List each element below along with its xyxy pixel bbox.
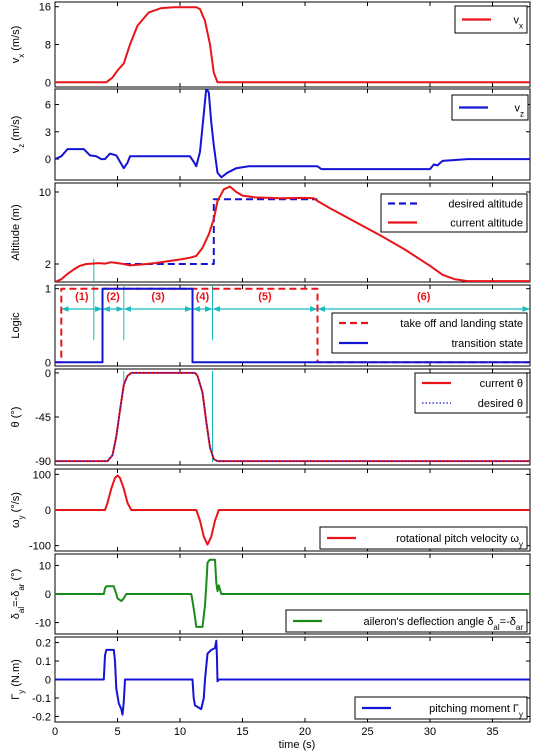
phase-label: (4) bbox=[196, 291, 210, 303]
x-tick-label: 0 bbox=[52, 726, 58, 738]
x-tick-label: 35 bbox=[486, 726, 498, 738]
series-line-red bbox=[55, 474, 530, 546]
y-tick-label: 0 bbox=[45, 675, 51, 687]
x-tick-label: 10 bbox=[174, 726, 186, 738]
series-line-blue bbox=[55, 89, 530, 179]
panel-vz: 0 3 6 vz (m/s) vz bbox=[10, 88, 531, 181]
y-tick-label: 0 bbox=[45, 505, 51, 517]
x-tick-label: 30 bbox=[424, 726, 436, 738]
y-axis-label: θ (°) bbox=[10, 407, 22, 428]
legend-box bbox=[331, 312, 528, 354]
legend-label: current θ bbox=[480, 378, 523, 390]
legend: pitching moment Γy bbox=[354, 696, 528, 720]
legend-box bbox=[354, 696, 528, 720]
legend-label: current altitude bbox=[450, 218, 523, 230]
y-tick-label: 0 bbox=[45, 368, 51, 380]
legend-label: pitching moment Γy bbox=[429, 703, 523, 719]
legend-box bbox=[285, 609, 528, 633]
panel-logic: 0 1 Logic (1) (2) (3) (4) (5) (6) take off and la… bbox=[10, 284, 531, 369]
legend-label: vz bbox=[515, 103, 525, 119]
legend: rotational pitch velocity ωy bbox=[319, 526, 528, 550]
panel-altitude: 2 10 Altitude (m) desired altitude current a… bbox=[10, 182, 531, 283]
y-axis-label: vx (m/s) bbox=[10, 26, 26, 64]
y-tick-label: 16 bbox=[39, 2, 51, 14]
y-tick-label: -10 bbox=[35, 618, 51, 630]
plot-frame bbox=[54, 1, 531, 88]
legend: take off and landing state transition sta… bbox=[331, 312, 528, 354]
legend-label: rotational pitch velocity ωy bbox=[396, 533, 523, 549]
plot-frame bbox=[54, 88, 531, 181]
y-axis-label: Altitude (m) bbox=[10, 204, 22, 260]
panel-aileron: -10 0 10 δal=-δar (°) aileron's deflection a… bbox=[10, 553, 531, 635]
y-tick-label: -0.2 bbox=[32, 711, 51, 723]
phase-label: (3) bbox=[151, 291, 165, 303]
y-axis-label: δal=-δar (°) bbox=[10, 569, 26, 619]
y-tick-label: 6 bbox=[45, 99, 51, 111]
y-tick-label: 100 bbox=[33, 469, 51, 481]
y-tick-label: 3 bbox=[45, 127, 51, 139]
series-line-blue bbox=[55, 287, 530, 364]
y-tick-label: 0 bbox=[45, 154, 51, 166]
legend-label: desired altitude bbox=[448, 199, 523, 211]
panel-vx: 0 8 16 vx (m/s) vx bbox=[10, 1, 531, 89]
y-tick-label: 0 bbox=[45, 77, 51, 89]
y-axis-label: Γy (N.m) bbox=[10, 659, 26, 700]
phase-label: (1) bbox=[75, 291, 89, 303]
series-line-blue bbox=[123, 198, 318, 265]
y-tick-label: -0.1 bbox=[32, 693, 51, 705]
y-tick-label: 10 bbox=[39, 187, 51, 199]
y-tick-label: 10 bbox=[39, 560, 51, 572]
series-line-red bbox=[55, 185, 530, 282]
x-tick-label: 25 bbox=[361, 726, 373, 738]
legend-box bbox=[319, 526, 528, 550]
phase-label: (2) bbox=[106, 291, 120, 303]
y-tick-label: -100 bbox=[29, 541, 51, 553]
phase-label: (6) bbox=[417, 291, 431, 303]
y-tick-label: 2 bbox=[45, 259, 51, 271]
y-axis-label: vz (m/s) bbox=[10, 116, 26, 154]
y-tick-label: -90 bbox=[35, 456, 51, 468]
y-axis-label: Logic bbox=[10, 312, 22, 339]
legend: aileron's deflection angle δal=-δar bbox=[285, 609, 528, 633]
y-tick-label: 0 bbox=[45, 357, 51, 369]
series-line-green bbox=[55, 558, 530, 628]
legend-box bbox=[380, 193, 528, 233]
legend: vx bbox=[454, 5, 528, 34]
panel-moment: -0.2 -0.1 0 0.1 0.2 Γy (N.m) pitching moment Γ… bbox=[10, 636, 531, 738]
y-tick-label: 0.2 bbox=[36, 638, 51, 650]
series-line-red bbox=[55, 6, 530, 84]
phase-label: (5) bbox=[258, 291, 272, 303]
legend-label: aileron's deflection angle δal=-δar bbox=[364, 616, 524, 632]
y-axis-label: ωy (°/s) bbox=[10, 492, 26, 528]
x-tick-label: 15 bbox=[236, 726, 248, 738]
legend-label: desired θ bbox=[478, 398, 523, 410]
series-line-blue bbox=[55, 639, 530, 716]
panel-theta: -90 -45 0 θ (°) current θ desired θ bbox=[10, 368, 531, 468]
legend-box bbox=[414, 372, 528, 414]
x-tick-label: 20 bbox=[299, 726, 311, 738]
y-tick-label: 8 bbox=[45, 40, 51, 52]
panel-omega: -100 0 100 ωy (°/s) rotational pitch velocit… bbox=[10, 468, 531, 553]
y-tick-label: -45 bbox=[35, 412, 51, 424]
series-line-red bbox=[55, 371, 530, 463]
legend: desired altitude current altitude bbox=[380, 193, 528, 233]
legend-label: vx bbox=[514, 15, 524, 31]
legend: vz bbox=[451, 94, 529, 121]
legend-label: transition state bbox=[451, 338, 523, 350]
y-tick-label: 1 bbox=[45, 284, 51, 296]
legend-label: take off and landing state bbox=[400, 318, 523, 330]
x-tick-label: 5 bbox=[114, 726, 120, 738]
legend: current θ desired θ bbox=[414, 372, 528, 414]
x-axis-label: time (s) bbox=[279, 739, 316, 751]
y-tick-label: 0 bbox=[45, 589, 51, 601]
y-tick-label: 0.1 bbox=[36, 656, 51, 668]
